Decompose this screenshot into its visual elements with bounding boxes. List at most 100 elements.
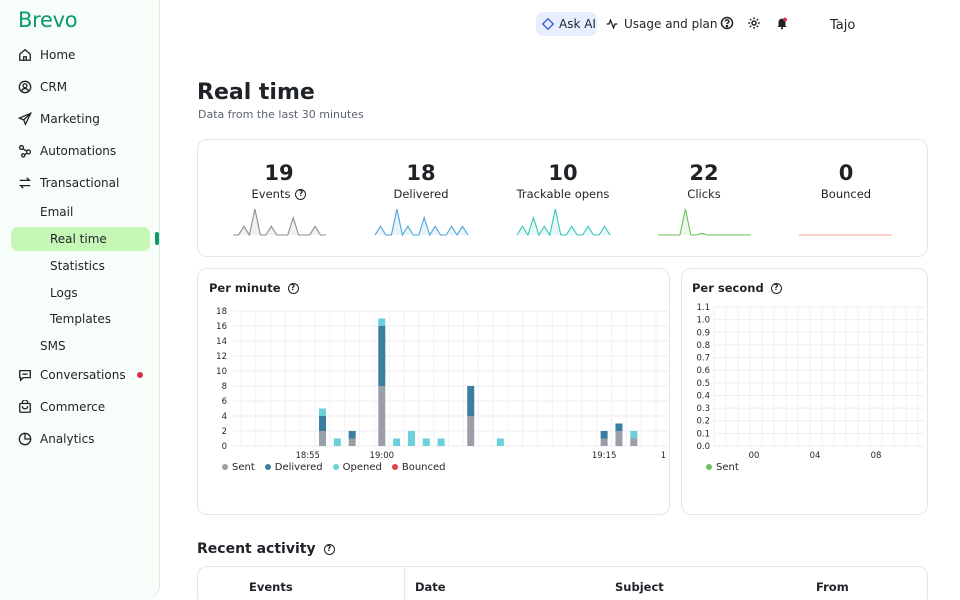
ask-ai-label: Ask AI (559, 17, 596, 31)
bar-opened (496, 438, 504, 446)
y-tick-label: 0.4 (696, 391, 710, 401)
y-tick-label: 1.0 (696, 316, 710, 326)
per-minute-chart: 0 2 4 6 8 10 12 14 16 18 18:55 19:00 19:15 1 (216, 307, 668, 461)
y-tick-label: 8 (222, 382, 227, 392)
legend-sent[interactable]: Sent (706, 462, 739, 473)
bar-opened (333, 438, 341, 446)
bell-icon[interactable] (775, 16, 789, 30)
sidebar-item-automations[interactable]: Automations (18, 141, 116, 161)
column-header-date[interactable]: Date (415, 580, 446, 594)
x-tick-label: 04 (810, 451, 821, 461)
bar-opened (630, 431, 638, 439)
sidebar-sub-templates[interactable]: Templates (50, 312, 112, 326)
sidebar-item-label: Conversations (40, 368, 126, 382)
stat-events: 19 Events? (209, 160, 349, 201)
sparkle-icon (542, 18, 554, 30)
sidebar-sub-real-time[interactable]: Real time (50, 232, 107, 246)
active-item-highlight (11, 227, 150, 251)
brevo-logo[interactable]: Brevo (18, 8, 78, 32)
y-tick-label: 10 (216, 367, 227, 377)
sidebar-item-transactional[interactable]: Transactional (18, 173, 119, 193)
chat-icon (19, 369, 31, 382)
bar-sent (630, 438, 638, 446)
bar-opened (319, 408, 327, 416)
summary-card (197, 139, 928, 257)
activity-icon (606, 18, 618, 30)
column-header-events[interactable]: Events (249, 580, 293, 594)
bar-opened (437, 438, 445, 446)
y-tick-label: 0.3 (696, 404, 710, 414)
bar-opened (422, 438, 430, 446)
bar-sent (600, 438, 608, 446)
per-second-card (681, 268, 928, 515)
sidebar-sub-email[interactable]: Email (40, 205, 74, 219)
legend-sent[interactable]: Sent (222, 462, 255, 473)
help-icon[interactable] (720, 16, 734, 30)
notification-dot (137, 372, 143, 378)
bar-delivered (615, 423, 623, 431)
contacts-icon (18, 80, 32, 94)
help-icon[interactable]: ? (287, 282, 299, 294)
y-tick-label: 2 (222, 427, 227, 437)
column-header-subject[interactable]: Subject (615, 580, 664, 594)
stat-trackable-opens: 10 Trackable opens (493, 160, 633, 201)
y-tick-label: 4 (222, 412, 227, 422)
x-tick-label: 1 (661, 451, 666, 461)
stat-value: 22 (689, 161, 719, 185)
sidebar-item-label: CRM (40, 80, 68, 94)
bar-opened (407, 431, 415, 446)
y-tick-label: 0.8 (696, 341, 710, 351)
y-tick-label: 16 (216, 322, 227, 332)
bar-delivered (348, 431, 356, 439)
bar-sent (348, 438, 356, 446)
stat-label: Events (251, 187, 291, 201)
stat-value: 10 (548, 161, 578, 185)
stat-value: 0 (838, 161, 854, 185)
bar-opened (378, 318, 386, 326)
legend-opened[interactable]: Opened (332, 462, 382, 473)
x-tick-label: 00 (749, 451, 760, 461)
sidebar-sub-logs[interactable]: Logs (50, 286, 78, 300)
legend-delivered[interactable]: Delivered (264, 462, 323, 473)
help-icon[interactable]: ? (770, 282, 782, 294)
usage-label: Usage and plan (624, 17, 718, 31)
x-tick-label: 08 (871, 451, 882, 461)
sidebar-sub-sms[interactable]: SMS (40, 339, 66, 353)
recent-activity-table (197, 566, 928, 600)
sidebar: Brevo Home CRM Marketing Automations Tra… (0, 0, 160, 600)
sidebar-item-home[interactable]: Home (18, 45, 75, 65)
sidebar-item-analytics[interactable]: Analytics (18, 429, 95, 449)
sidebar-item-commerce[interactable]: Commerce (18, 397, 105, 417)
sidebar-sub-statistics[interactable]: Statistics (50, 259, 105, 273)
sidebar-item-crm[interactable]: CRM (18, 77, 67, 97)
per-second-title: Per second (692, 281, 764, 295)
recent-activity-title: Recent activity (197, 541, 316, 557)
y-tick-label: 18 (216, 307, 227, 317)
gear-icon[interactable] (747, 16, 761, 30)
y-tick-label: 14 (216, 337, 227, 347)
y-tick-label: 1.1 (696, 303, 710, 313)
y-tick-label: 6 (222, 397, 227, 407)
y-tick-label: 0.7 (696, 354, 710, 364)
help-icon[interactable]: ? (295, 188, 307, 200)
user-menu[interactable]: Tajo (830, 18, 856, 33)
send-icon (18, 112, 32, 126)
bar-sent (467, 416, 475, 446)
y-tick-label: 12 (216, 352, 227, 362)
sidebar-item-marketing[interactable]: Marketing (18, 109, 100, 129)
per-second-legend: Sent (706, 462, 739, 473)
x-tick-label: 19:15 (592, 451, 617, 461)
legend-bounced[interactable]: Bounced (391, 462, 446, 473)
pie-chart-icon (18, 432, 32, 446)
usage-and-plan-button[interactable]: Usage and plan (606, 14, 718, 34)
sidebar-item-label: Automations (40, 144, 117, 158)
x-tick-label: 18:55 (295, 451, 320, 461)
stat-label: Bounced (820, 187, 872, 201)
bar-delivered (319, 416, 327, 431)
bar-delivered (467, 386, 475, 416)
sidebar-item-conversations[interactable]: Conversations (18, 365, 126, 385)
column-header-from[interactable]: From (816, 580, 849, 594)
help-icon[interactable]: ? (323, 543, 335, 555)
ask-ai-button[interactable]: Ask AI (536, 12, 597, 36)
stat-bounced: 0 Bounced (776, 160, 916, 201)
